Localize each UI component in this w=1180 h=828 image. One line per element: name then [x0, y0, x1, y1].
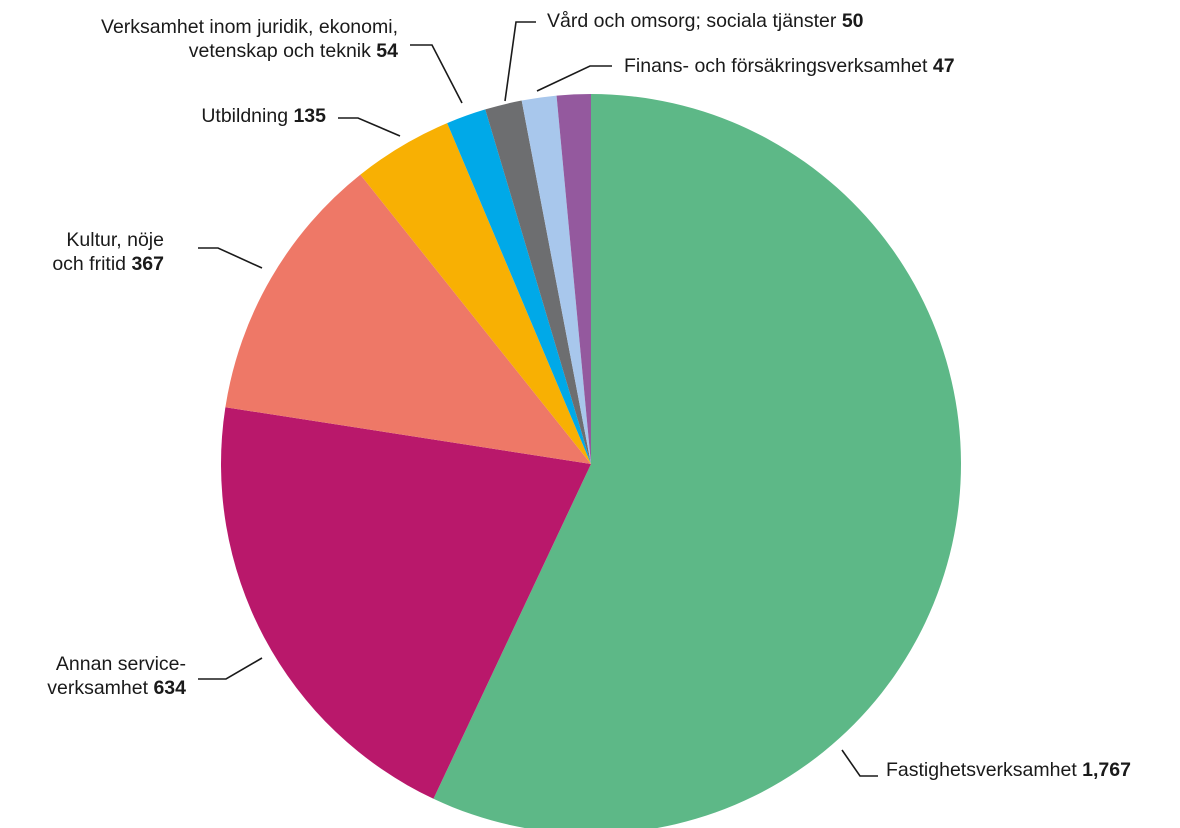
slice-label: Kultur, nöje och fritid 367 [52, 229, 164, 275]
slice-label-line: Finans- och försäkringsverksamhet 47 [624, 55, 955, 77]
slice-label-line: Utbildning 135 [201, 105, 326, 127]
slice-label-line: Annan service- [56, 653, 186, 675]
slice-value: 135 [293, 105, 326, 127]
leader-line [504, 21, 536, 102]
slice-label: Verksamhet inom juridik, ekonomi, vetensk… [101, 16, 398, 62]
slice-value: 50 [842, 10, 864, 32]
slice-label-line: Fastighetsverksamhet 1,767 [886, 759, 1131, 781]
pie-slice [360, 123, 591, 464]
pie-slice [433, 94, 961, 828]
slice-label: Finans- och försäkringsverksamhet 47 [624, 55, 955, 77]
pie-slice [556, 94, 591, 464]
pie-slice [447, 109, 591, 465]
slice-label-line: Vård och omsorg; sociala tjänster 50 [547, 10, 864, 32]
slice-label-line: verksamhet 634 [47, 677, 186, 699]
slice-label-line: Verksamhet inom juridik, ekonomi, [101, 16, 398, 38]
slice-label-line: Kultur, nöje [66, 229, 164, 251]
pie-slice [225, 174, 591, 464]
slice-label: Fastighetsverksamhet 1,767 [886, 759, 1131, 781]
slice-value: 54 [376, 40, 398, 62]
pie-slice [220, 407, 591, 799]
pie-slice [485, 100, 591, 465]
slice-label-line: vetenskap och teknik 54 [189, 40, 398, 62]
slice-labels: Fastighetsverksamhet 1,767 Annan service-… [47, 10, 1131, 781]
slice-label: Annan service-verksamhet 634 [47, 653, 186, 699]
slice-value: 634 [153, 677, 186, 699]
leader-line [841, 749, 878, 777]
leader-line [410, 44, 463, 104]
leader-line [536, 65, 612, 92]
leader-line [198, 657, 263, 680]
slice-label: Utbildning 135 [201, 105, 326, 127]
leader-line [338, 117, 401, 137]
slice-value: 47 [933, 55, 955, 77]
leader-lines [198, 21, 878, 777]
slice-label-line: och fritid 367 [52, 253, 164, 275]
pie-slices [220, 94, 961, 828]
leader-line [198, 247, 263, 269]
slice-label: Vård och omsorg; sociala tjänster 50 [547, 10, 864, 32]
slice-value: 1,767 [1082, 759, 1131, 781]
pie-slice [521, 95, 591, 465]
slice-value: 367 [131, 253, 164, 275]
